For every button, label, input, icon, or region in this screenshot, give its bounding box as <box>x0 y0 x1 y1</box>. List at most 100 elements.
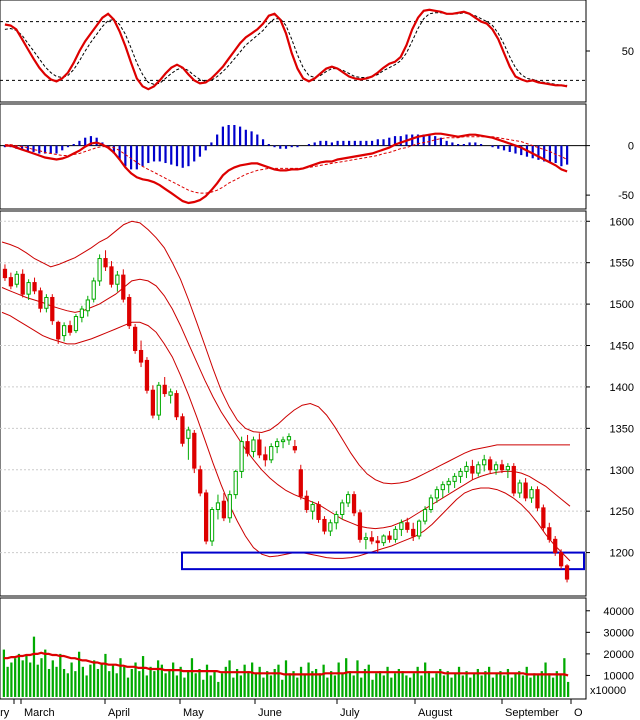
candle-body <box>393 528 398 540</box>
volume-bar <box>179 666 182 697</box>
volume-unit-label: x10000 <box>590 685 626 697</box>
support-zone-box <box>181 551 585 571</box>
volume-bar <box>104 653 107 697</box>
volume-bar <box>235 668 239 697</box>
candle-body <box>292 446 298 451</box>
volume-bar <box>258 666 261 697</box>
volume-bar <box>356 660 359 697</box>
volume-bar <box>296 677 299 697</box>
volume-bar <box>431 677 434 697</box>
candle-body <box>387 535 392 540</box>
volume-bar <box>450 677 453 697</box>
candle-body <box>192 432 197 469</box>
candle-body <box>209 509 215 542</box>
volume-bar <box>269 675 273 697</box>
candle-body <box>340 502 345 515</box>
volume-bar <box>141 656 145 697</box>
volume-bar <box>540 671 543 697</box>
volume-bar <box>424 662 427 697</box>
candle-body <box>245 441 250 454</box>
candle-body <box>251 439 256 453</box>
volume-bar <box>476 668 479 697</box>
volume-plot: 40000 30000 20000 10000 <box>2 606 634 697</box>
volume-bar <box>529 677 532 697</box>
volume-bar <box>85 675 88 697</box>
candle-body <box>56 321 61 340</box>
volume-bar <box>228 660 231 697</box>
candle-body <box>67 325 73 333</box>
volume-bar <box>409 677 412 697</box>
volume-bar <box>172 662 175 697</box>
candle-body <box>399 522 404 530</box>
volume-bar <box>472 673 476 697</box>
volume-bar <box>10 662 13 697</box>
candle-body <box>493 464 499 471</box>
price-tick-label: 1500 <box>610 299 634 311</box>
candle-body <box>97 258 102 282</box>
volume-bar <box>333 675 337 697</box>
candle-body <box>269 446 274 461</box>
volume-bar <box>273 668 276 697</box>
candle-body <box>523 482 528 499</box>
oscillator-plot: 50 <box>0 8 634 91</box>
volume-bar <box>536 675 540 697</box>
volume-bar <box>514 673 517 697</box>
candle-body <box>14 273 19 285</box>
volume-bar <box>480 675 483 697</box>
candle-body <box>2 268 8 279</box>
volume-bar <box>465 671 468 697</box>
oscillator-signal-line <box>4 12 568 86</box>
volume-bar <box>544 662 547 697</box>
oscillator-tick-label: 50 <box>622 46 634 58</box>
candle-body <box>564 565 570 580</box>
volume-bar <box>145 675 148 697</box>
volume-bar <box>435 673 438 697</box>
candle-body <box>351 494 357 514</box>
volume-bar <box>521 675 525 697</box>
volume-bar <box>386 666 389 697</box>
macd-signal-line <box>4 136 568 194</box>
candle-body <box>517 482 522 494</box>
candle-body <box>79 308 85 318</box>
volume-bar <box>371 679 374 697</box>
candle-body <box>375 540 380 544</box>
candle-body <box>553 538 558 554</box>
volume-bar <box>397 668 400 697</box>
candle-body <box>32 282 37 292</box>
candle-body <box>511 465 516 494</box>
candle-body <box>174 393 179 418</box>
candle-body <box>109 266 114 285</box>
candle-body <box>263 454 268 461</box>
volume-bar <box>66 673 69 697</box>
candle-body <box>298 469 303 497</box>
volume-bar <box>446 671 449 697</box>
volume-bar <box>213 671 216 697</box>
volume-bar <box>487 666 491 697</box>
price-tick-label: 1550 <box>610 258 634 270</box>
volume-bar <box>187 671 190 697</box>
volume-bar <box>314 668 318 697</box>
candle-body <box>458 470 463 477</box>
volume-bar <box>363 668 367 697</box>
price-tick-label: 1200 <box>610 548 634 560</box>
volume-bar <box>209 675 212 697</box>
candle-body <box>227 494 232 519</box>
candle-body <box>416 520 422 537</box>
candle-body <box>233 470 238 496</box>
volume-bar <box>330 671 333 697</box>
volume-bar <box>51 660 54 697</box>
candle-body <box>38 290 43 309</box>
volume-average-line <box>3 651 569 677</box>
volume-bar <box>525 666 528 697</box>
volume-bar <box>337 662 340 697</box>
volume-bar <box>205 664 209 697</box>
volume-bar <box>484 671 487 697</box>
candle-body <box>127 296 132 327</box>
candle-body <box>44 296 49 309</box>
candle-body <box>162 384 167 395</box>
candle-body <box>428 497 434 511</box>
candle-body <box>470 465 475 474</box>
candle-body <box>334 513 339 524</box>
volume-bar <box>566 681 570 697</box>
volume-bar <box>153 671 156 697</box>
